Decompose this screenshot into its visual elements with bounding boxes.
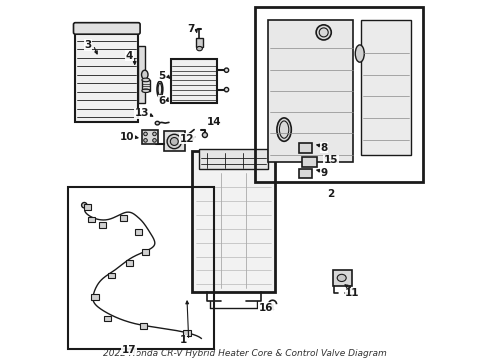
Ellipse shape — [303, 159, 311, 165]
Bar — [298, 143, 311, 153]
FancyBboxPatch shape — [73, 23, 140, 34]
Bar — [68, 187, 213, 349]
Ellipse shape — [167, 134, 181, 149]
Ellipse shape — [157, 81, 163, 97]
Bar — [142, 130, 158, 144]
Bar — [267, 20, 352, 162]
Ellipse shape — [299, 171, 306, 176]
Bar — [183, 330, 190, 336]
Bar — [199, 149, 267, 169]
Ellipse shape — [152, 132, 156, 136]
Text: 8: 8 — [320, 143, 326, 153]
Bar — [120, 215, 127, 221]
Bar — [140, 323, 147, 329]
Text: 11: 11 — [345, 288, 359, 298]
Text: 13: 13 — [134, 108, 149, 118]
Ellipse shape — [316, 25, 330, 40]
Ellipse shape — [202, 132, 207, 138]
Text: 6: 6 — [158, 96, 165, 106]
Text: 14: 14 — [206, 117, 221, 127]
Text: 2022 Honda CR-V Hybrid Heater Core & Control Valve Diagram: 2022 Honda CR-V Hybrid Heater Core & Con… — [102, 349, 386, 358]
Bar — [255, 7, 422, 182]
Ellipse shape — [224, 68, 228, 72]
Bar — [107, 273, 115, 278]
Bar — [163, 131, 185, 151]
Bar — [298, 169, 311, 178]
Text: 2: 2 — [326, 189, 334, 199]
Ellipse shape — [143, 132, 147, 136]
Ellipse shape — [152, 139, 156, 142]
Bar — [99, 222, 106, 228]
Bar — [142, 249, 149, 255]
Bar — [192, 151, 275, 292]
Bar — [88, 217, 95, 222]
Bar — [332, 270, 352, 286]
Text: 9: 9 — [320, 168, 326, 178]
Text: 4: 4 — [125, 51, 133, 61]
Ellipse shape — [143, 139, 147, 142]
Bar — [84, 204, 91, 210]
Bar — [75, 27, 138, 122]
Ellipse shape — [224, 87, 228, 92]
Text: 16: 16 — [258, 303, 273, 313]
Ellipse shape — [81, 202, 87, 208]
Bar — [142, 80, 149, 91]
Ellipse shape — [141, 70, 148, 79]
Text: 7: 7 — [186, 24, 194, 34]
Bar — [196, 38, 203, 47]
Bar — [104, 316, 111, 321]
Bar — [170, 59, 217, 103]
Text: 3: 3 — [84, 40, 91, 50]
Ellipse shape — [155, 121, 159, 125]
Text: 12: 12 — [179, 134, 194, 144]
Ellipse shape — [355, 45, 364, 62]
Text: 15: 15 — [323, 155, 338, 165]
Ellipse shape — [337, 274, 346, 282]
Ellipse shape — [142, 89, 149, 93]
Text: 5: 5 — [158, 71, 165, 81]
Ellipse shape — [142, 78, 149, 82]
Bar — [138, 46, 144, 103]
Bar — [302, 157, 317, 167]
Ellipse shape — [300, 144, 307, 151]
Text: 17: 17 — [122, 345, 136, 355]
Ellipse shape — [196, 46, 202, 51]
Ellipse shape — [170, 138, 178, 145]
Bar — [361, 20, 410, 155]
Bar — [134, 229, 142, 235]
Text: 1: 1 — [179, 335, 186, 345]
Text: 10: 10 — [120, 132, 135, 142]
Bar — [91, 294, 99, 300]
Ellipse shape — [276, 118, 291, 141]
Bar — [125, 260, 133, 266]
